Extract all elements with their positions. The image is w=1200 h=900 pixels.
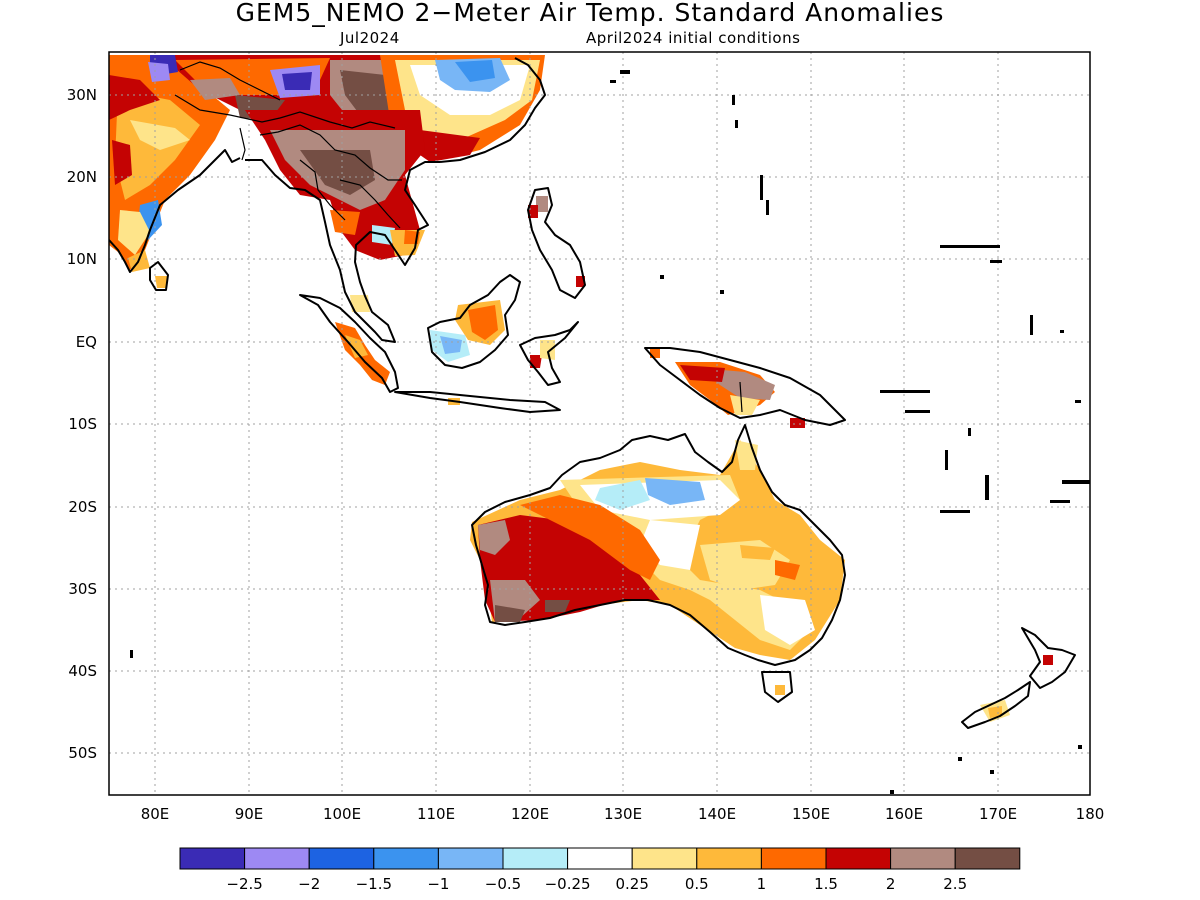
lon-label: 140E xyxy=(698,805,736,823)
anomaly-field xyxy=(109,55,1053,722)
map-gridlines xyxy=(109,52,1090,795)
coast-tasmania xyxy=(761,671,793,703)
lat-label: 50S xyxy=(68,744,97,762)
lon-label: 100E xyxy=(323,805,361,823)
colorbar: −2.5 −2 −1.5 −1 −0.5 −0.25 0.25 0.5 1 1.5 2 2.5 xyxy=(179,847,1021,893)
coast-philippines xyxy=(527,187,586,299)
colorbar-label: 2 xyxy=(886,875,896,893)
colorbar-swatch xyxy=(308,847,375,870)
colorbar-label: −1.5 xyxy=(356,875,392,893)
lon-label: 180 xyxy=(1076,805,1105,823)
lon-label: 110E xyxy=(417,805,455,823)
colorbar-label: 2.5 xyxy=(943,875,967,893)
coast-sulawesi xyxy=(519,321,579,386)
small-islands xyxy=(130,70,1090,794)
colorbar-label: −0.25 xyxy=(545,875,591,893)
colorbar-swatch xyxy=(502,847,569,870)
coast-india xyxy=(109,149,241,273)
coast-java xyxy=(394,391,561,413)
coast-borneo xyxy=(427,274,521,369)
lon-label: 80E xyxy=(141,805,170,823)
lat-label: 40S xyxy=(68,662,97,680)
colorbar-swatch xyxy=(760,847,827,870)
colorbar-swatch xyxy=(890,847,956,870)
coast-sri-lanka xyxy=(149,261,169,291)
coastlines xyxy=(109,57,1076,729)
colorbar-swatch xyxy=(631,847,698,870)
colorbar-swatch xyxy=(373,847,439,870)
lat-label: 30S xyxy=(68,580,97,598)
map-frame xyxy=(108,51,1091,796)
lat-label: EQ xyxy=(76,333,97,351)
colorbar-swatch xyxy=(825,847,892,870)
colorbar-label: 1.5 xyxy=(814,875,838,893)
colorbar-swatch xyxy=(567,847,633,870)
map-title: GEM5_NEMO 2−Meter Air Temp. Standard Ano… xyxy=(235,0,945,27)
valid-month-label: Jul2024 xyxy=(340,29,400,47)
colorbar-swatch xyxy=(437,847,504,870)
lon-label: 160E xyxy=(885,805,923,823)
colorbar-label: −1 xyxy=(427,875,449,893)
coast-australia xyxy=(471,424,846,666)
colorbar-label: −0.5 xyxy=(485,875,521,893)
lat-label: 20S xyxy=(68,498,97,516)
colorbar-label: −2 xyxy=(298,875,320,893)
lat-label: 20N xyxy=(67,168,97,186)
coast-china xyxy=(439,57,546,163)
colorbar-swatch xyxy=(696,847,762,870)
coast-nz-north xyxy=(1021,627,1076,689)
colorbar-swatch xyxy=(179,847,246,870)
lat-label: 10N xyxy=(67,250,97,268)
lon-label: 150E xyxy=(792,805,830,823)
colorbar-swatch xyxy=(954,847,1021,870)
longitude-axis: 80E 90E 100E 110E 120E 130E 140E 150E 16… xyxy=(141,805,1105,823)
lat-label: 10S xyxy=(68,415,97,433)
colorbar-swatch xyxy=(244,847,310,870)
lon-label: 90E xyxy=(235,805,264,823)
colorbar-label: 0.5 xyxy=(685,875,709,893)
coast-myanmar-malaysia xyxy=(245,159,440,343)
lon-label: 120E xyxy=(511,805,549,823)
lat-label: 30N xyxy=(67,86,97,104)
colorbar-label: 1 xyxy=(757,875,767,893)
coast-new-guinea xyxy=(644,347,846,426)
colorbar-label: 0.25 xyxy=(615,875,648,893)
coast-nz-south xyxy=(961,681,1031,729)
coast-sumatra xyxy=(299,294,399,393)
lon-label: 170E xyxy=(979,805,1017,823)
latitude-axis: 30N 20N 10N EQ 10S 20S 30S 40S 50S xyxy=(67,86,97,762)
colorbar-label: −2.5 xyxy=(226,875,262,893)
initial-conditions-label: April2024 initial conditions xyxy=(586,29,801,47)
country-borders xyxy=(174,61,743,413)
lon-label: 130E xyxy=(604,805,642,823)
